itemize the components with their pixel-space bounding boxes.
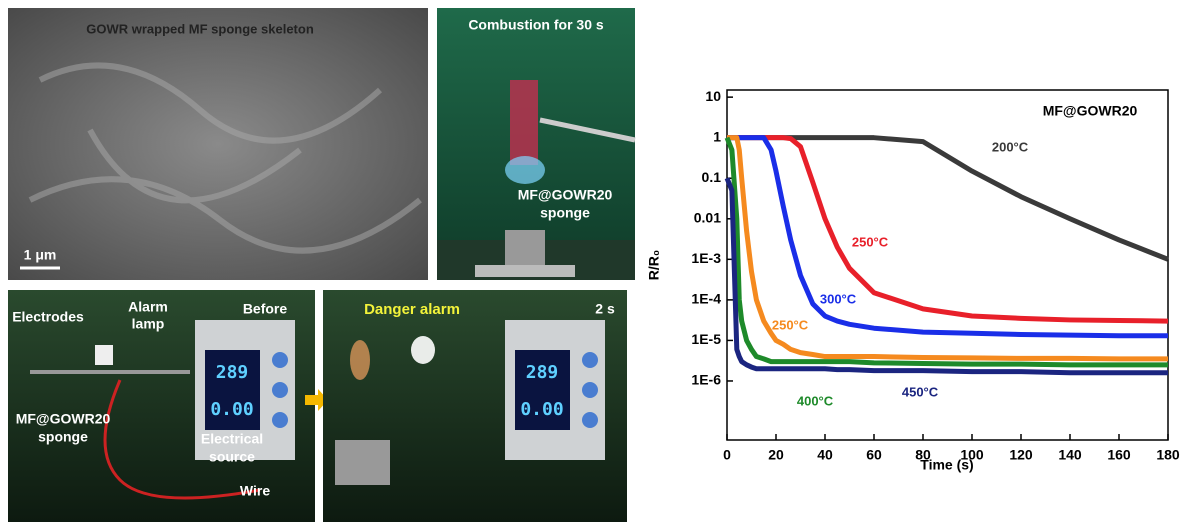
sponge-label: sponge — [38, 429, 88, 445]
plot-frame — [726, 89, 1169, 441]
wire-label: Wire — [240, 483, 270, 499]
y-tick-label: 1E-5 — [691, 331, 721, 347]
sample-label: MF@GOWR20 — [518, 187, 613, 203]
series-label: 450°C — [902, 384, 939, 399]
x-axis-label: Time (s) — [920, 457, 973, 473]
scale-bar: 1 μm — [24, 247, 57, 263]
x-tick-label: 140 — [1058, 447, 1082, 463]
x-tick-label: 60 — [866, 447, 882, 463]
x-tick-label: 20 — [768, 447, 784, 463]
x-tick-label: 100 — [960, 447, 984, 463]
display-current: 0.00 — [210, 399, 253, 420]
y-tick-label: 1E-4 — [691, 291, 721, 307]
x-tick-label: 180 — [1156, 447, 1180, 463]
series-label: 250°C — [852, 234, 889, 249]
display-voltage: 289 — [526, 362, 559, 383]
combustion-caption: Combustion for 30 s — [468, 17, 604, 33]
series-label: 300°C — [820, 291, 857, 306]
series-line — [724, 177, 1168, 376]
sem-image — [8, 8, 428, 280]
x-tick-label: 80 — [915, 447, 931, 463]
display-current: 0.00 — [520, 399, 563, 420]
lamp-label: Alarm — [128, 299, 168, 315]
sem-caption: GOWR wrapped MF sponge skeleton — [86, 21, 314, 36]
before-caption: Before — [243, 301, 288, 317]
source-label: source — [209, 449, 255, 465]
series-line — [727, 135, 1169, 324]
y-tick-label: 0.01 — [694, 209, 721, 225]
y-tick-label: 0.1 — [702, 169, 722, 185]
series-label: 250°C — [772, 317, 809, 332]
display-voltage: 289 — [216, 362, 249, 383]
sponge-label: MF@GOWR20 — [16, 411, 111, 427]
series-label: 200°C — [992, 139, 1029, 154]
source-label: Electrical — [201, 431, 263, 447]
x-tick-label: 120 — [1009, 447, 1033, 463]
y-tick-label: 10 — [705, 88, 721, 104]
x-tick-label: 0 — [723, 447, 731, 463]
y-tick-label: 1E-6 — [691, 372, 721, 388]
chart-annotation: MF@GOWR20 — [1043, 103, 1138, 119]
y-tick-label: 1 — [713, 128, 721, 144]
series-line — [724, 136, 1168, 368]
series-line — [727, 135, 1168, 362]
x-tick-label: 160 — [1107, 447, 1131, 463]
electrodes-label: Electrodes — [12, 309, 84, 325]
lamp-label: lamp — [132, 316, 165, 332]
y-tick-label: 1E-3 — [691, 250, 721, 266]
chart: MF@GOWR20 Time (s) R/R₀ 10 1 0.1 0.01 1E-3 1E… — [646, 88, 1180, 473]
y-axis-label: R/R₀ — [646, 250, 662, 280]
after-caption: 2 s — [595, 301, 615, 317]
series-label: 400°C — [797, 393, 834, 408]
series-line — [727, 135, 1168, 339]
alarm-caption: Danger alarm — [364, 301, 460, 318]
x-tick-label: 40 — [817, 447, 833, 463]
sample-label: sponge — [540, 205, 590, 221]
